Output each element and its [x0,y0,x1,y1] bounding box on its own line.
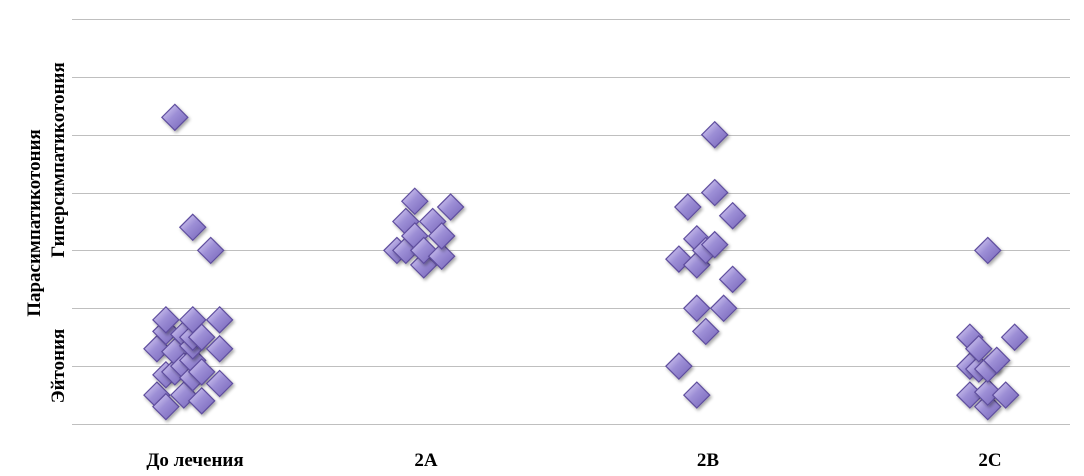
data-point [982,346,1011,375]
data-point [400,187,429,216]
y-tick-label-hypersympathicotonia: Гиперсимпатикотония [48,62,69,258]
data-point [427,222,456,250]
x-axis-labels: До лечения 2A 2B 2C [146,450,1001,471]
data-point [718,201,747,230]
data-point [700,120,729,149]
y-axis-labels: Эйтония Парасимпатикотония Гиперсимпатик… [24,62,69,403]
data-point [178,213,207,242]
data-point [187,358,216,386]
data-point [187,323,216,352]
data-point [700,178,729,207]
data-point [205,369,234,398]
data-point [152,392,180,421]
data-point [691,317,720,346]
data-points [143,103,1029,421]
data-point [152,306,180,334]
data-point [973,236,1002,265]
data-point [205,334,234,363]
x-tick-label: 2C [978,450,1001,471]
data-point [196,236,225,265]
y-tick-label-eutonia: Эйтония [48,329,69,404]
data-point [160,103,189,132]
x-tick-label: 2A [414,450,438,471]
data-point [682,381,711,409]
x-tick-label: До лечения [146,450,243,471]
data-point [964,334,993,363]
y-tick-label-parasympathicotonia: Парасимпатикотония [24,129,45,317]
x-tick-label: 2B [697,450,720,471]
data-point [436,193,465,221]
data-point [427,242,456,271]
data-point [709,294,738,323]
data-point [682,294,711,323]
data-point [673,193,702,221]
data-point [991,381,1020,409]
data-point [718,265,747,294]
data-point [1000,323,1029,352]
data-point [700,230,729,259]
gridlines [72,19,1070,425]
data-point [973,392,1002,421]
data-point [973,378,1002,407]
data-point [187,387,216,415]
data-point [665,352,693,380]
data-point [205,306,234,334]
